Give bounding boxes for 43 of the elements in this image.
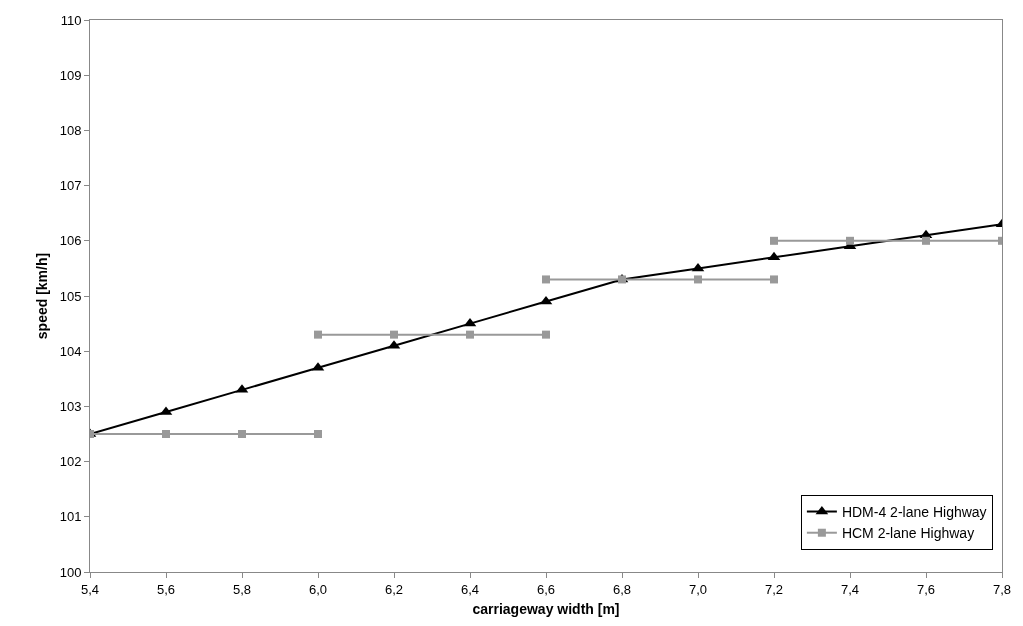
- y-tick-label: 108: [59, 122, 82, 138]
- point: [691, 262, 705, 272]
- x-tick-label: 6,8: [612, 581, 632, 597]
- y-tick-label: 102: [59, 454, 82, 470]
- y-tick-label: 101: [59, 509, 82, 525]
- x-tick-label: 7,8: [992, 581, 1012, 597]
- point: [542, 330, 550, 339]
- y-tick-label: 109: [59, 67, 82, 83]
- x-tick-label: 5,8: [232, 581, 252, 597]
- point: [846, 236, 854, 245]
- point: [162, 430, 170, 438]
- legend-label: HCM 2-lane Highway: [841, 525, 975, 542]
- point: [466, 330, 474, 339]
- y-axis-title: speed [km/h]: [34, 252, 51, 340]
- y-tick-label: 100: [59, 564, 82, 580]
- point: [770, 275, 778, 284]
- point: [770, 236, 778, 245]
- x-tick-label: 6,2: [384, 581, 404, 597]
- y-tick-label: 104: [59, 343, 82, 359]
- legend-label: HDM-4 2-lane Highway: [841, 503, 987, 520]
- x-axis-title: carriageway width [m]: [472, 600, 620, 617]
- point: [922, 236, 930, 245]
- x-tick-label: 7,2: [764, 581, 784, 597]
- x-tick-label: 7,4: [840, 581, 860, 597]
- point: [314, 430, 322, 438]
- point: [694, 275, 702, 284]
- y-tick-label: 110: [60, 12, 82, 28]
- x-tick-label: 7,0: [688, 581, 708, 597]
- x-tick-label: 5,6: [156, 581, 176, 597]
- y-tick-label: 103: [59, 398, 82, 414]
- point: [314, 330, 322, 339]
- point: [542, 275, 550, 284]
- y-tick-label: 105: [59, 288, 82, 304]
- y-tick-label: 107: [59, 178, 82, 194]
- y-tick-label: 106: [59, 233, 82, 249]
- point: [390, 330, 398, 339]
- point: [767, 251, 781, 261]
- x-tick-label: 5,4: [80, 581, 100, 597]
- x-tick-label: 7,6: [916, 581, 936, 597]
- x-tick-label: 6,0: [308, 581, 328, 597]
- x-tick-label: 6,4: [460, 581, 480, 597]
- x-tick-label: 6,6: [536, 581, 556, 597]
- point: [238, 430, 246, 438]
